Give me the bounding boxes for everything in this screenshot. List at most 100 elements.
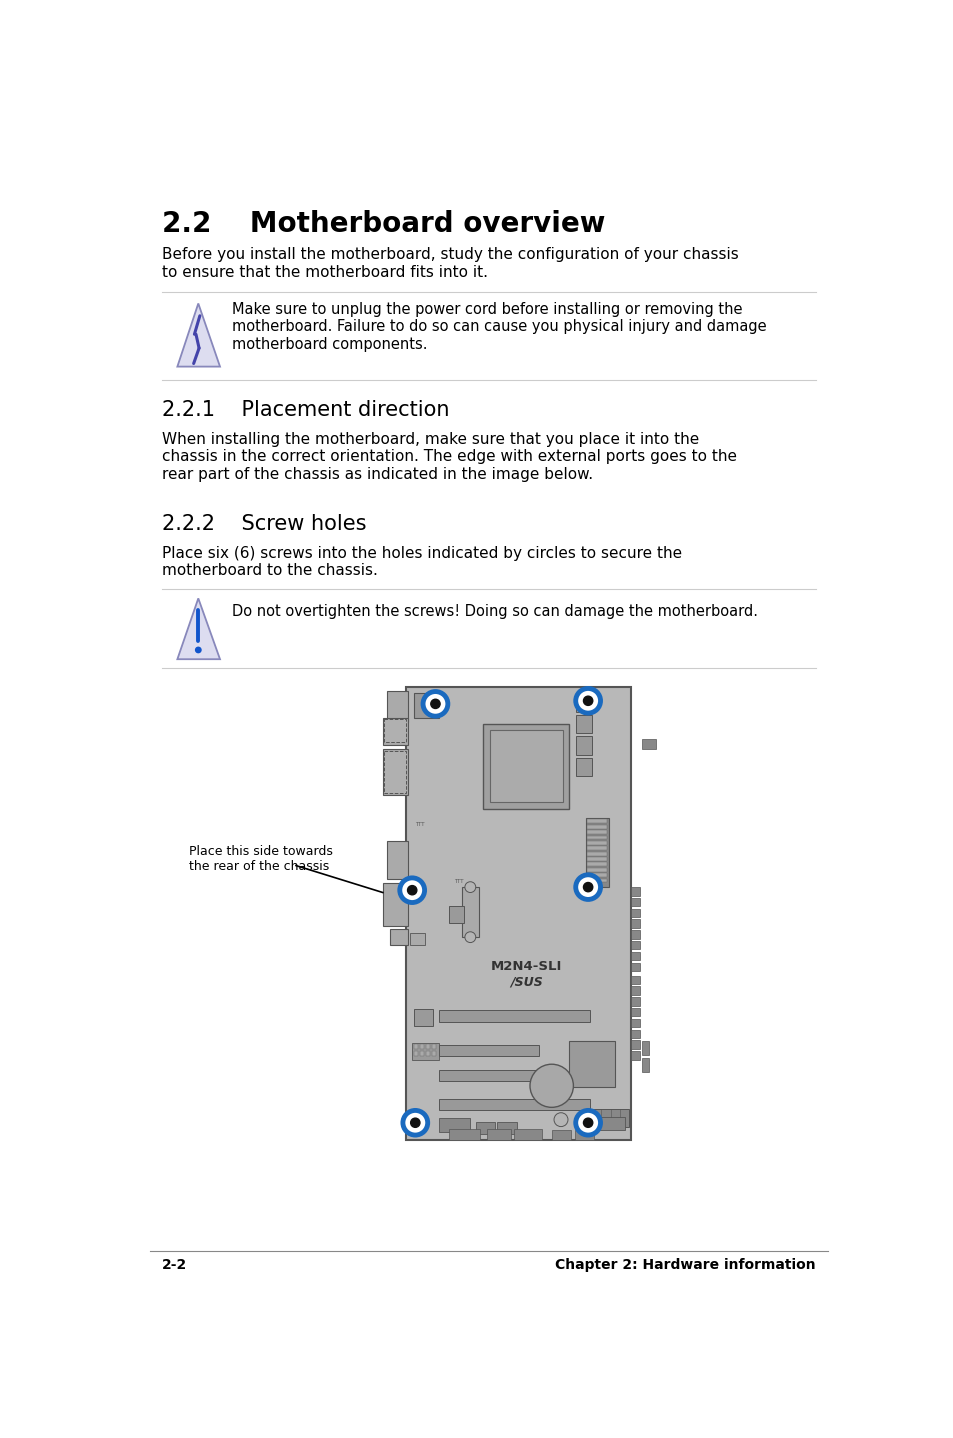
Bar [390, 929, 407, 945]
Polygon shape [177, 303, 220, 367]
Circle shape [422, 692, 447, 716]
Bar [483, 723, 568, 808]
Circle shape [575, 874, 599, 899]
Text: Do not overtighten the screws! Doing so can damage the motherboard.: Do not overtighten the screws! Doing so … [232, 604, 757, 618]
Bar [630, 962, 639, 971]
Circle shape [575, 689, 599, 713]
Bar [382, 718, 407, 745]
Bar [576, 715, 592, 733]
Bar [630, 986, 639, 995]
Bar [386, 841, 407, 880]
Bar [587, 820, 607, 823]
Circle shape [583, 883, 592, 892]
Bar [641, 1058, 649, 1071]
Bar [438, 1011, 589, 1022]
Circle shape [583, 1119, 592, 1127]
Bar [414, 1044, 417, 1048]
Bar [619, 1109, 626, 1126]
Text: TTT: TTT [415, 821, 424, 827]
Bar [406, 687, 630, 1140]
Text: Before you install the motherboard, study the configuration of your chassis
to e: Before you install the motherboard, stud… [162, 247, 738, 279]
Bar [438, 1070, 538, 1081]
Bar [432, 1051, 436, 1055]
Bar [587, 830, 607, 834]
Bar [414, 1009, 433, 1025]
Bar [576, 758, 592, 777]
Bar [438, 1099, 589, 1110]
Bar [414, 1051, 417, 1055]
Text: Place six (6) screws into the holes indicated by circles to secure the
motherboa: Place six (6) screws into the holes indi… [162, 546, 681, 578]
Circle shape [583, 696, 592, 706]
Bar [630, 940, 639, 949]
Bar [630, 1030, 639, 1038]
Bar [587, 863, 607, 866]
Text: When installing the motherboard, make sure that you place it into the
chassis in: When installing the motherboard, make su… [162, 431, 736, 482]
Circle shape [431, 699, 439, 709]
Bar [630, 997, 639, 1005]
Bar [587, 873, 607, 877]
Bar [438, 1119, 469, 1132]
Bar [487, 1129, 510, 1140]
Bar [448, 1129, 479, 1140]
Bar [568, 1041, 615, 1087]
Bar [575, 1130, 594, 1140]
Bar [587, 869, 607, 871]
Bar [630, 975, 639, 984]
Circle shape [554, 1113, 567, 1126]
Bar [382, 749, 407, 795]
Bar [426, 1044, 430, 1048]
Text: 2-2: 2-2 [162, 1258, 187, 1273]
Bar [587, 847, 607, 850]
Text: 2.2    Motherboard overview: 2.2 Motherboard overview [162, 210, 604, 237]
Text: Place this side towards
the rear of the chassis: Place this side towards the rear of the … [189, 846, 333, 873]
Bar [630, 1018, 639, 1027]
Bar [587, 841, 607, 844]
Bar [611, 1109, 618, 1126]
Circle shape [195, 647, 201, 653]
Bar [414, 693, 438, 718]
Bar [419, 1051, 423, 1055]
Bar [448, 906, 464, 923]
Circle shape [464, 881, 476, 893]
Bar [587, 835, 607, 840]
Bar [630, 919, 639, 928]
Circle shape [464, 932, 476, 942]
Bar [587, 879, 607, 883]
Text: 2.2.1    Placement direction: 2.2.1 Placement direction [162, 400, 449, 420]
Circle shape [575, 1110, 599, 1135]
Bar [412, 1043, 439, 1060]
Bar [582, 1109, 629, 1127]
Bar [641, 739, 655, 749]
Text: Chapter 2: Hardware information: Chapter 2: Hardware information [555, 1258, 815, 1273]
Bar [630, 952, 639, 961]
Bar [410, 933, 425, 945]
Bar [384, 751, 406, 794]
Text: /SUS: /SUS [509, 975, 542, 989]
Bar [576, 736, 592, 755]
Bar [630, 1040, 639, 1048]
Bar [461, 887, 478, 938]
Text: Make sure to unplug the power cord before installing or removing the
motherboard: Make sure to unplug the power cord befor… [232, 302, 765, 352]
Bar [630, 930, 639, 939]
Bar [585, 1109, 592, 1126]
Bar [419, 1044, 423, 1048]
Bar [551, 1130, 571, 1140]
Text: M2N4-SLI: M2N4-SLI [490, 961, 561, 974]
Bar [489, 731, 562, 802]
Text: 2.2.2    Screw holes: 2.2.2 Screw holes [162, 513, 366, 533]
Bar [587, 857, 607, 861]
Polygon shape [177, 598, 220, 659]
Text: TTT: TTT [454, 880, 463, 884]
Circle shape [399, 877, 424, 903]
Bar [630, 897, 639, 906]
Bar [438, 1045, 538, 1055]
Bar [497, 1122, 517, 1133]
Bar [382, 883, 407, 926]
Bar [576, 693, 592, 712]
Bar [582, 1116, 624, 1130]
Bar [587, 851, 607, 856]
Bar [587, 825, 607, 828]
Circle shape [410, 1119, 419, 1127]
Bar [384, 719, 406, 742]
Bar [594, 1109, 600, 1126]
